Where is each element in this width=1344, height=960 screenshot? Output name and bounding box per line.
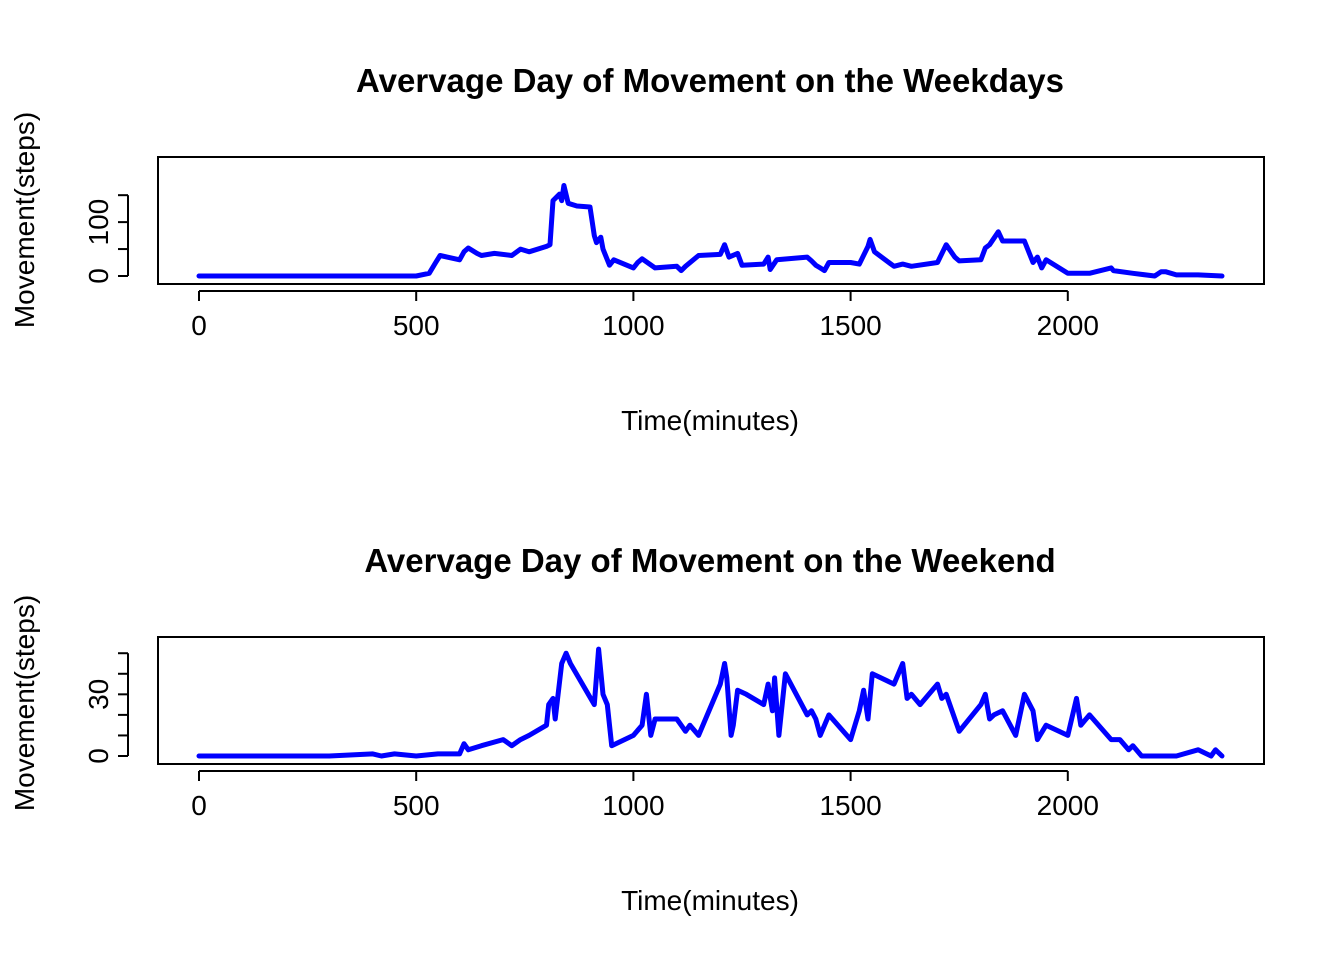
y-axis: 0 100 — [83, 194, 129, 284]
series-group — [196, 183, 1225, 279]
x-tick-label: 2000 — [1037, 790, 1099, 821]
weekday-panel: Avervage Day of Movement on the Weekdays… — [9, 62, 1265, 436]
x-tick-label: 500 — [393, 790, 440, 821]
panel-title: Avervage Day of Movement on the Weekdays — [356, 62, 1064, 99]
y-tick-label: 30 — [83, 679, 114, 710]
x-axis: 0 500 1000 1500 2000 — [191, 770, 1099, 821]
x-tick-label: 500 — [393, 310, 440, 341]
plot-frame — [157, 636, 1265, 765]
y-tick-label: 100 — [83, 199, 114, 246]
x-tick-label: 0 — [191, 790, 207, 821]
x-axis-label: Time(minutes) — [621, 885, 799, 916]
x-tick-label: 1000 — [602, 790, 664, 821]
y-tick-label: 0 — [83, 748, 114, 764]
y-axis: 0 30 — [83, 652, 129, 764]
x-tick-label: 1500 — [819, 310, 881, 341]
weekend-panel: Avervage Day of Movement on the Weekend … — [9, 542, 1265, 916]
panel-title: Avervage Day of Movement on the Weekend — [364, 542, 1055, 579]
x-tick-label: 1500 — [819, 790, 881, 821]
x-tick-label: 0 — [191, 310, 207, 341]
series-line — [196, 183, 1225, 279]
y-tick-label: 0 — [83, 268, 114, 284]
x-axis-label: Time(minutes) — [621, 405, 799, 436]
x-tick-label: 1000 — [602, 310, 664, 341]
x-axis: 0 500 1000 1500 2000 — [191, 290, 1099, 341]
plot-frame — [157, 156, 1265, 285]
y-axis-label: Movement(steps) — [9, 595, 40, 811]
x-tick-label: 2000 — [1037, 310, 1099, 341]
y-axis-label: Movement(steps) — [9, 112, 40, 328]
series-group — [196, 646, 1225, 759]
series-line — [196, 646, 1225, 759]
